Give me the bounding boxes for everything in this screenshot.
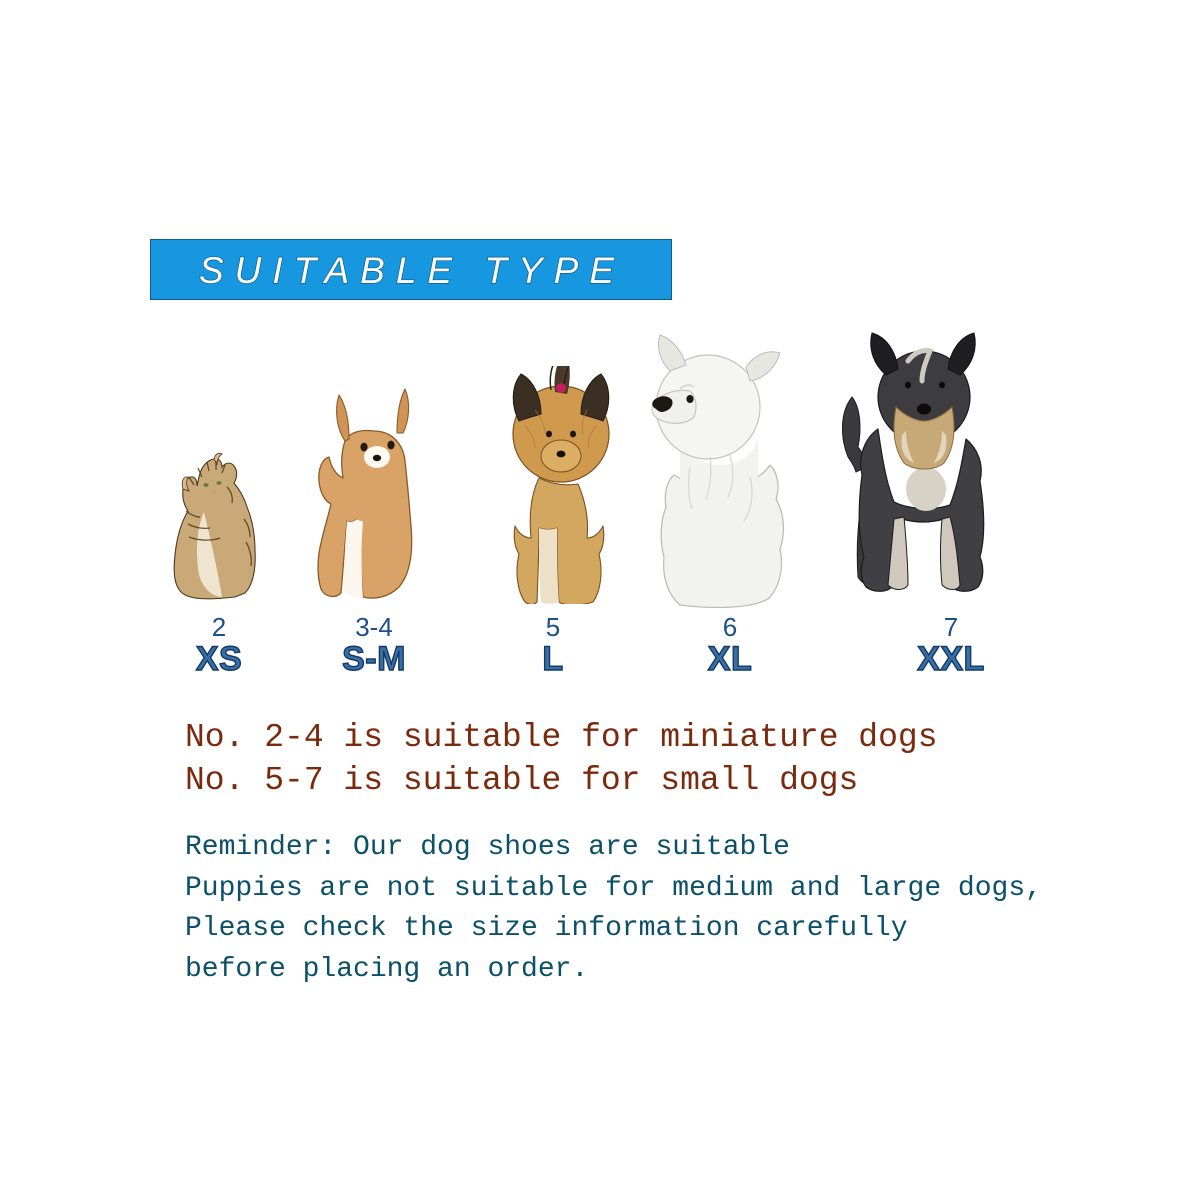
svg-text:SUITABLE TYPE: SUITABLE TYPE: [199, 250, 625, 291]
